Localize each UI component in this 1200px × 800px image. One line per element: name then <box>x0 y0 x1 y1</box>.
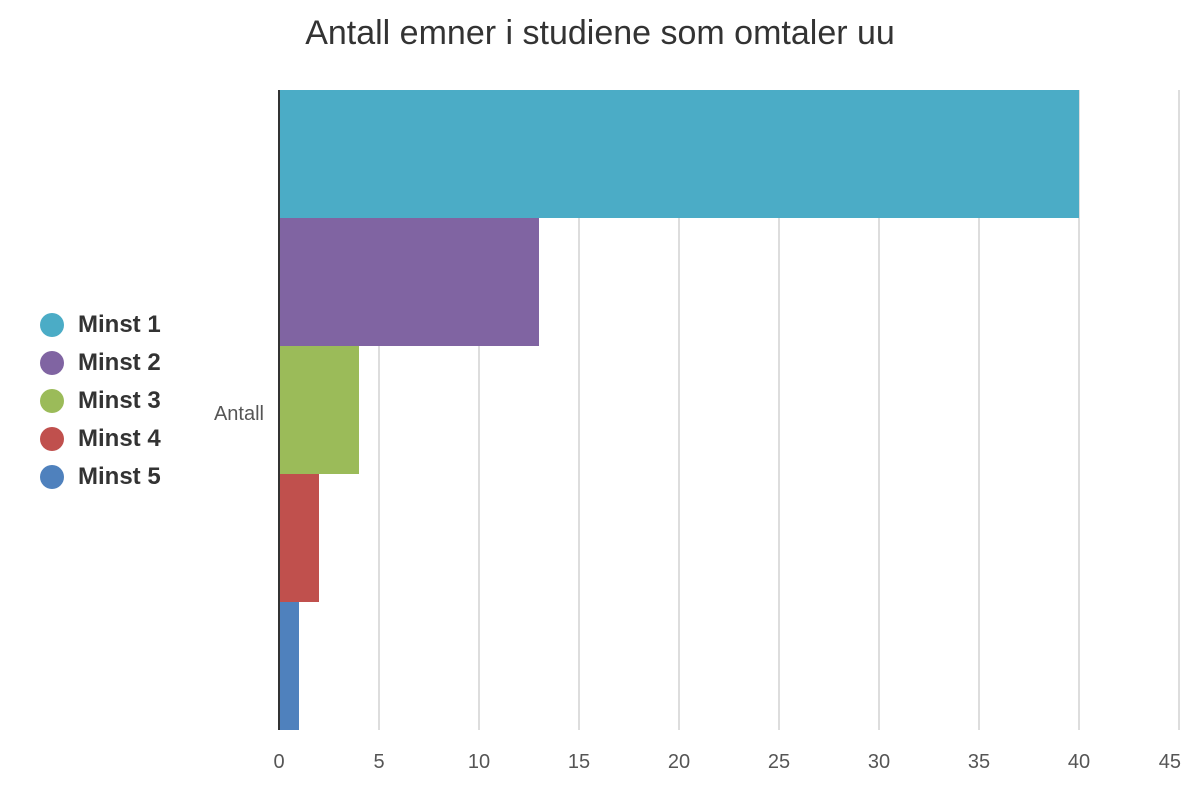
bar-minst-4 <box>279 474 319 602</box>
x-tick-label: 25 <box>768 751 790 773</box>
chart-title-text: Antall emner i studiene som omtaler uu <box>305 14 895 52</box>
bar-minst-3 <box>279 346 359 474</box>
legend-label: Minst 5 <box>78 463 161 490</box>
legend-item: Minst 2 <box>40 344 161 382</box>
legend-swatch <box>40 313 64 337</box>
bar-minst-2 <box>279 218 539 346</box>
x-tick-label: 10 <box>468 751 490 773</box>
legend-swatch <box>40 465 64 489</box>
x-axis-ticks: 0 5 10 15 20 25 30 35 40 45 <box>273 751 1181 773</box>
bar-minst-1 <box>279 90 1079 218</box>
legend-swatch <box>40 351 64 375</box>
x-tick-label: 0 <box>273 751 284 773</box>
legend-item: Minst 4 <box>40 420 161 458</box>
legend-label: Minst 4 <box>78 425 161 452</box>
x-tick-label: 20 <box>668 751 690 773</box>
legend-item: Minst 5 <box>40 458 161 496</box>
x-tick-label: 40 <box>1068 751 1090 773</box>
legend-item: Minst 3 <box>40 382 161 420</box>
legend-swatch <box>40 389 64 413</box>
x-tick-label: 15 <box>568 751 590 773</box>
legend-label: Minst 2 <box>78 349 161 376</box>
x-tick-label: 35 <box>968 751 990 773</box>
legend-item: Minst 1 <box>40 306 161 344</box>
category-label: Antall <box>214 403 264 425</box>
x-tick-label: 5 <box>373 751 384 773</box>
bars <box>279 90 1079 730</box>
legend-label: Minst 3 <box>78 387 161 414</box>
legend-label: Minst 1 <box>78 311 161 338</box>
x-tick-label: 30 <box>868 751 890 773</box>
x-tick-label: 45 <box>1159 751 1181 773</box>
chart-title: Antall emner i studiene som omtaler uu <box>0 14 1200 53</box>
legend: Minst 1 Minst 2 Minst 3 Minst 4 Minst 5 <box>40 306 161 496</box>
bar-minst-5 <box>279 602 299 730</box>
legend-swatch <box>40 427 64 451</box>
